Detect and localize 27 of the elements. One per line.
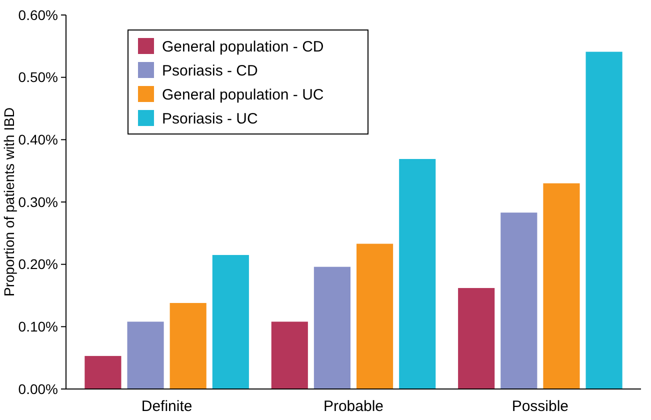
y-tick-label: 0.10%	[18, 318, 58, 335]
y-axis-title: Proportion of patients with IBD	[1, 107, 17, 297]
legend-label: Psoriasis - CD	[162, 62, 258, 80]
bar	[586, 52, 622, 389]
bar	[271, 322, 308, 389]
y-tick-label: 0.00%	[18, 380, 58, 397]
legend-label: General population - UC	[162, 86, 324, 104]
y-tick-label: 0.60%	[18, 6, 58, 23]
y-tick-label: 0.20%	[18, 256, 58, 272]
bar	[84, 356, 122, 389]
y-tick-label: 0.40%	[18, 132, 58, 148]
bar	[458, 288, 495, 389]
legend-label: Psoriasis - UC	[162, 110, 258, 128]
bar	[399, 158, 436, 389]
y-tick-label: 0.50%	[18, 69, 58, 86]
bar	[127, 322, 164, 389]
x-tick-label: Probable	[323, 398, 384, 415]
bar	[170, 302, 206, 389]
legend-label: General population - CD	[162, 38, 324, 56]
bar	[356, 244, 394, 389]
bar	[212, 254, 249, 389]
y-tick-label: 0.30%	[18, 194, 58, 210]
x-tick-label: Definite	[141, 398, 192, 415]
bar	[500, 212, 538, 389]
bar	[543, 183, 580, 389]
bar	[314, 266, 350, 389]
x-tick-label: Possible	[512, 398, 569, 415]
